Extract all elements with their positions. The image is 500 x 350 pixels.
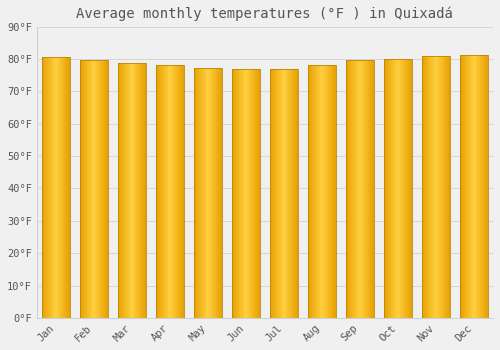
Bar [80,60,108,318]
Bar [422,56,450,318]
Bar [232,69,260,318]
Bar [118,63,146,318]
Bar [384,59,412,318]
Bar [194,68,222,318]
Bar [308,65,336,318]
Bar [460,55,488,318]
Bar [42,57,70,318]
Bar [346,60,374,318]
Bar [156,65,184,318]
Bar [270,69,298,318]
Title: Average monthly temperatures (°F ) in Quixadá: Average monthly temperatures (°F ) in Qu… [76,7,454,21]
